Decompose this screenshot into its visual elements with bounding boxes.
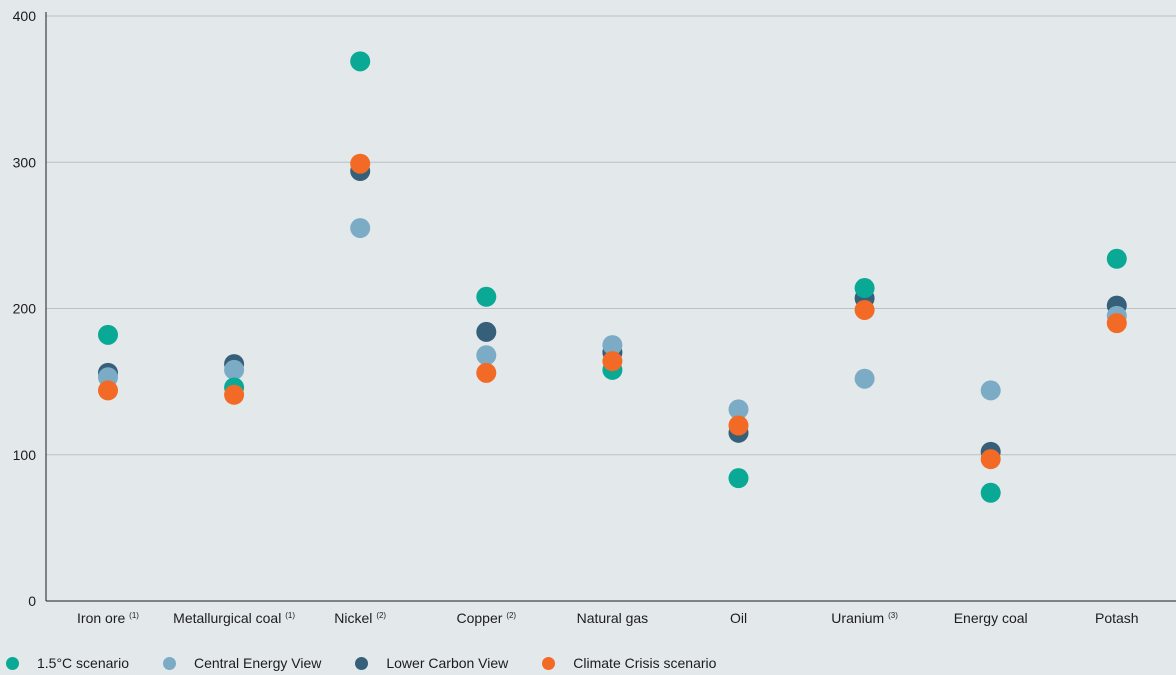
x-tick-label: Potash: [1095, 610, 1139, 626]
x-tick-label-text: Natural gas: [577, 610, 649, 626]
data-point: [980, 482, 1001, 503]
x-tick-label-text: Copper: [457, 610, 503, 626]
y-tick-label: 200: [13, 301, 37, 317]
data-point: [728, 399, 749, 420]
x-tick-label-text: Oil: [730, 610, 747, 626]
footnote-marker: (2): [376, 611, 386, 620]
legend: 1.5°C scenario Central Energy View Lower C…: [6, 654, 750, 672]
data-point: [854, 278, 875, 299]
legend-label: Climate Crisis scenario: [573, 655, 717, 671]
legend-marker: [355, 656, 369, 670]
x-tick-label: Oil: [730, 610, 747, 626]
x-tick-label: Metallurgical coal (1): [173, 610, 295, 626]
footnote-marker: (1): [285, 611, 295, 620]
x-tick-labels: Iron ore (1) Metallurgical coal (1) Nickel…: [77, 610, 1139, 626]
legend-marker: [162, 656, 176, 670]
legend-label: Central Energy View: [193, 655, 322, 671]
legend-item: Climate Crisis scenario: [542, 655, 716, 671]
y-tick-label: 300: [13, 154, 37, 170]
data-point: [854, 299, 875, 320]
legend-item: Lower Carbon View: [355, 655, 508, 671]
data-point: [476, 362, 497, 383]
data-point: [602, 351, 623, 372]
x-tick-label: Nickel (2): [334, 610, 386, 626]
data-point: [854, 368, 875, 389]
data-point: [350, 153, 371, 174]
x-tick-label-text: Iron ore: [77, 610, 125, 626]
data-point: [980, 380, 1001, 401]
legend-item: Central Energy View: [162, 655, 322, 671]
x-tick-label-text: Energy coal: [954, 610, 1028, 626]
x-tick-label: Natural gas: [577, 610, 649, 626]
y-tick-label: 400: [13, 8, 37, 24]
x-tick-label-text: Nickel: [334, 610, 372, 626]
data-point: [728, 415, 749, 436]
footnote-marker: (2): [506, 611, 516, 620]
data-point: [980, 449, 1001, 470]
y-tick-label: 0: [28, 593, 36, 609]
y-tick-labels: 0 100 200 300 400: [13, 8, 37, 609]
x-tick-label: Iron ore (1): [77, 610, 139, 626]
legend-marker: [6, 656, 19, 670]
x-tick-label: Uranium (3): [831, 610, 898, 626]
data-points: [98, 51, 1127, 503]
data-point: [728, 468, 749, 489]
data-point: [224, 359, 245, 380]
gridlines: [46, 15, 1176, 456]
data-point: [350, 218, 371, 239]
y-tick-label: 100: [13, 447, 37, 463]
data-point: [98, 324, 118, 345]
data-point: [1106, 248, 1127, 269]
x-tick-label-text: Metallurgical coal: [173, 610, 281, 626]
legend-marker: [542, 656, 556, 670]
data-point: [476, 321, 497, 342]
x-tick-label: Copper (2): [457, 610, 517, 626]
data-point: [350, 51, 371, 72]
data-point: [98, 380, 118, 401]
data-point: [1106, 313, 1127, 334]
legend-label: 1.5°C scenario: [37, 655, 129, 671]
data-point: [602, 335, 623, 356]
data-point: [476, 286, 497, 307]
data-point: [224, 384, 245, 405]
axes: [45, 12, 1176, 602]
x-tick-label-text: Potash: [1095, 610, 1139, 626]
data-point: [476, 345, 497, 366]
legend-item: 1.5°C scenario: [6, 655, 129, 671]
footnote-marker: (1): [129, 611, 139, 620]
legend-label: Lower Carbon View: [386, 655, 509, 671]
footnote-marker: (3): [888, 611, 898, 620]
x-tick-label: Energy coal: [954, 610, 1028, 626]
x-tick-label-text: Uranium: [831, 610, 884, 626]
